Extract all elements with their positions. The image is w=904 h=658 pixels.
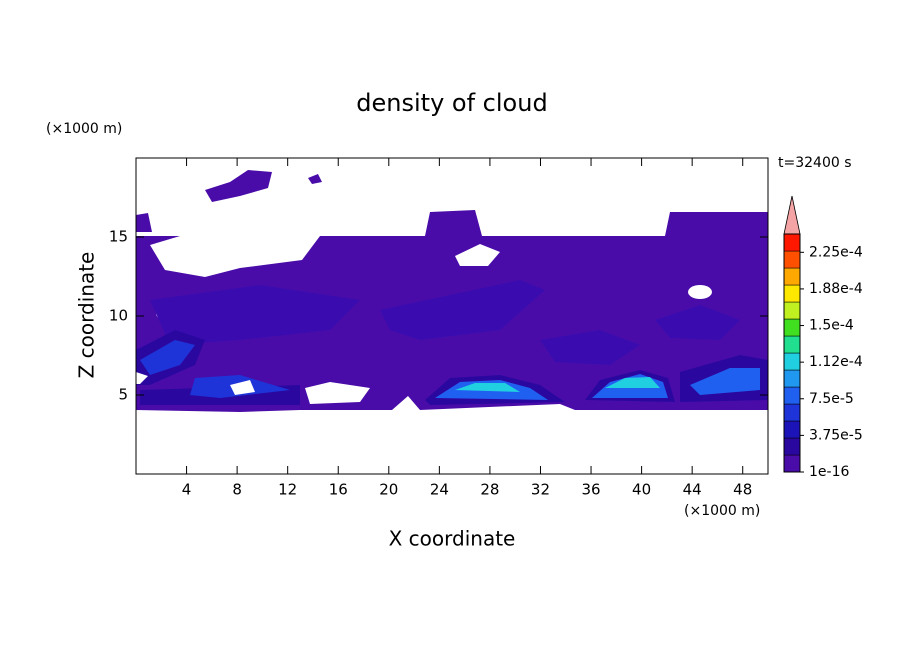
colorbar-band — [783, 454, 801, 473]
contour-region — [380, 280, 545, 340]
colorbar-tick-label: 3.75e-5 — [809, 427, 863, 443]
contour-region — [150, 285, 360, 345]
y-unit: (×1000 m) — [46, 121, 122, 137]
colorbar-band — [783, 284, 801, 303]
x-tick-label: 4 — [182, 481, 192, 499]
contour-region — [150, 236, 320, 277]
x-tick-label: 40 — [632, 481, 651, 499]
x-tick-label: 20 — [379, 481, 398, 499]
x-tick-label: 28 — [480, 481, 499, 499]
contour-region — [140, 340, 195, 375]
colorbar-tick-label: 1e-16 — [809, 464, 849, 480]
colorbar-frame — [783, 233, 801, 473]
contour-region — [305, 382, 370, 404]
colorbar-band — [783, 318, 801, 337]
x-tick-label: 48 — [733, 481, 752, 499]
colorbar-tick-label: 7.5e-5 — [809, 391, 854, 407]
x-unit: (×1000 m) — [684, 503, 760, 519]
x-tick-label: 44 — [683, 481, 702, 499]
contour-region — [690, 368, 760, 395]
contour-region — [205, 170, 272, 202]
y-tick-label: 10 — [109, 307, 128, 325]
colorbar-band — [783, 369, 801, 388]
colorbar-extend — [783, 195, 801, 235]
colorbar-band — [783, 233, 801, 252]
x-axis-label: X coordinate — [389, 527, 516, 551]
contour-region — [655, 305, 740, 340]
contour-region — [688, 285, 712, 299]
colorbar-band — [783, 335, 801, 354]
contour-region — [455, 383, 520, 392]
colorbar-band — [783, 352, 801, 371]
colorbar-band — [783, 250, 801, 269]
colorbar-band — [783, 403, 801, 422]
x-tick-label: 16 — [329, 481, 348, 499]
y-axis-label: Z coordinate — [75, 252, 99, 379]
x-tick-label: 24 — [430, 481, 449, 499]
colorbar-band — [783, 267, 801, 286]
colorbar-tick-label: 1.5e-4 — [809, 318, 854, 334]
colorbar-band — [783, 301, 801, 320]
colorbar-tick-label: 1.88e-4 — [809, 281, 863, 297]
y-tick-label: 15 — [109, 228, 128, 246]
contour-region — [136, 213, 152, 232]
chart-title: density of cloud — [356, 89, 547, 117]
x-tick-label: 36 — [581, 481, 600, 499]
annotation: t=32400 s — [778, 155, 852, 171]
contour-region — [136, 372, 148, 384]
colorbar-tick-label: 2.25e-4 — [809, 244, 863, 260]
x-tick-label: 8 — [232, 481, 242, 499]
colorbar-band — [783, 420, 801, 439]
contour-region — [308, 174, 322, 184]
contour-region — [605, 377, 660, 388]
colorbar-band — [783, 437, 801, 456]
colorbar-tick-label: 1.12e-4 — [809, 354, 863, 370]
contour-region — [540, 330, 640, 365]
contour-field — [136, 170, 768, 412]
colorbar-band — [783, 386, 801, 405]
x-tick-label: 12 — [278, 481, 297, 499]
y-tick-label: 5 — [118, 386, 128, 404]
contour-region — [230, 380, 255, 395]
x-tick-label: 32 — [531, 481, 550, 499]
contour-region — [455, 244, 500, 266]
